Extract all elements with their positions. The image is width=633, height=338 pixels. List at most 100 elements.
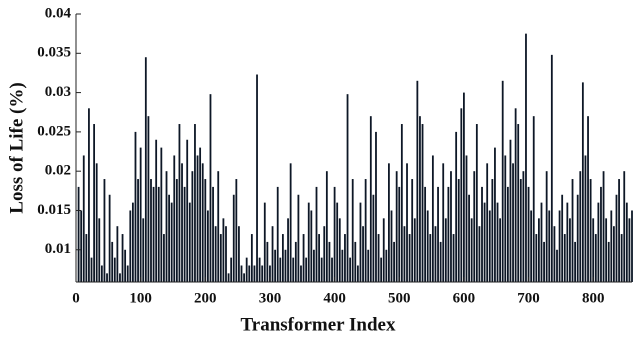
bar	[400, 124, 403, 282]
bar	[605, 218, 608, 282]
bar	[620, 234, 623, 282]
x-axis-title: Transformer Index	[241, 314, 396, 335]
y-tick-label: 0.03	[45, 84, 71, 100]
bar	[465, 155, 468, 282]
bar	[240, 265, 243, 282]
bar	[504, 155, 507, 282]
bar	[328, 241, 331, 282]
bar	[219, 234, 222, 282]
bar	[571, 179, 574, 282]
bar	[165, 171, 168, 282]
bar	[468, 194, 470, 282]
bar	[183, 186, 186, 282]
bar	[431, 155, 434, 282]
bar	[527, 186, 530, 282]
bar	[623, 171, 626, 282]
bar	[372, 194, 375, 282]
bar	[155, 139, 158, 282]
bar	[491, 179, 494, 282]
bar	[385, 249, 388, 282]
bar	[276, 186, 279, 282]
bar	[325, 171, 328, 282]
bar	[475, 124, 478, 282]
bar	[297, 194, 300, 282]
bar	[258, 257, 261, 282]
bar	[232, 194, 235, 282]
bar	[506, 186, 509, 282]
bar	[382, 218, 385, 282]
bar	[592, 218, 595, 282]
bar	[424, 186, 427, 282]
bar	[532, 116, 535, 282]
bar	[481, 186, 483, 282]
bar	[256, 74, 258, 282]
bar	[569, 218, 571, 282]
bar	[98, 218, 101, 282]
bar	[483, 202, 486, 282]
bar	[470, 218, 473, 282]
bar	[93, 124, 96, 282]
y-tick-label: 0.025	[37, 123, 71, 139]
bar	[274, 249, 277, 282]
bar	[113, 257, 116, 282]
bar	[336, 202, 339, 282]
bar	[359, 202, 362, 282]
bar	[243, 273, 245, 282]
bar	[142, 218, 145, 282]
bar	[134, 131, 137, 282]
bar	[429, 234, 432, 282]
bar	[121, 234, 124, 282]
bar	[160, 147, 163, 282]
bar	[333, 186, 336, 282]
bar	[320, 257, 323, 282]
bar	[331, 257, 333, 282]
x-tick-label: 100	[129, 290, 152, 306]
bar	[245, 257, 248, 282]
bar	[558, 210, 561, 282]
bar	[411, 179, 414, 282]
bar	[519, 179, 522, 282]
bar	[103, 179, 106, 282]
bar	[610, 210, 613, 282]
bar	[522, 171, 525, 282]
y-tick-label: 0.04	[45, 5, 72, 21]
bar	[618, 179, 620, 282]
x-tick-label: 400	[323, 290, 346, 306]
bar	[408, 234, 411, 282]
bar	[367, 249, 370, 282]
bar	[147, 116, 150, 282]
bar	[168, 194, 170, 282]
bar	[346, 94, 349, 283]
bar	[631, 210, 633, 282]
bar	[199, 147, 202, 282]
bar	[222, 218, 225, 282]
bar	[313, 249, 315, 282]
bar	[550, 54, 553, 282]
bar	[194, 124, 196, 282]
bar	[292, 257, 295, 282]
bar	[305, 257, 308, 282]
bar	[501, 80, 504, 282]
bar	[214, 226, 217, 282]
bar	[512, 163, 514, 282]
bar	[116, 226, 119, 282]
bar	[344, 234, 346, 282]
bar	[217, 171, 220, 282]
bar	[499, 218, 502, 282]
bar	[150, 179, 152, 282]
bar	[351, 179, 354, 282]
bar	[106, 273, 108, 282]
bar	[576, 194, 579, 282]
bar	[204, 179, 207, 282]
x-tick-label: 300	[259, 290, 282, 306]
x-tick-label: 500	[388, 290, 411, 306]
bar	[178, 124, 181, 282]
bar	[478, 226, 481, 282]
bar	[111, 241, 114, 282]
bar	[186, 139, 189, 282]
bar	[230, 257, 233, 282]
bar	[584, 155, 587, 282]
x-tick-label: 700	[517, 290, 540, 306]
bar	[452, 234, 455, 282]
bar	[225, 226, 227, 282]
